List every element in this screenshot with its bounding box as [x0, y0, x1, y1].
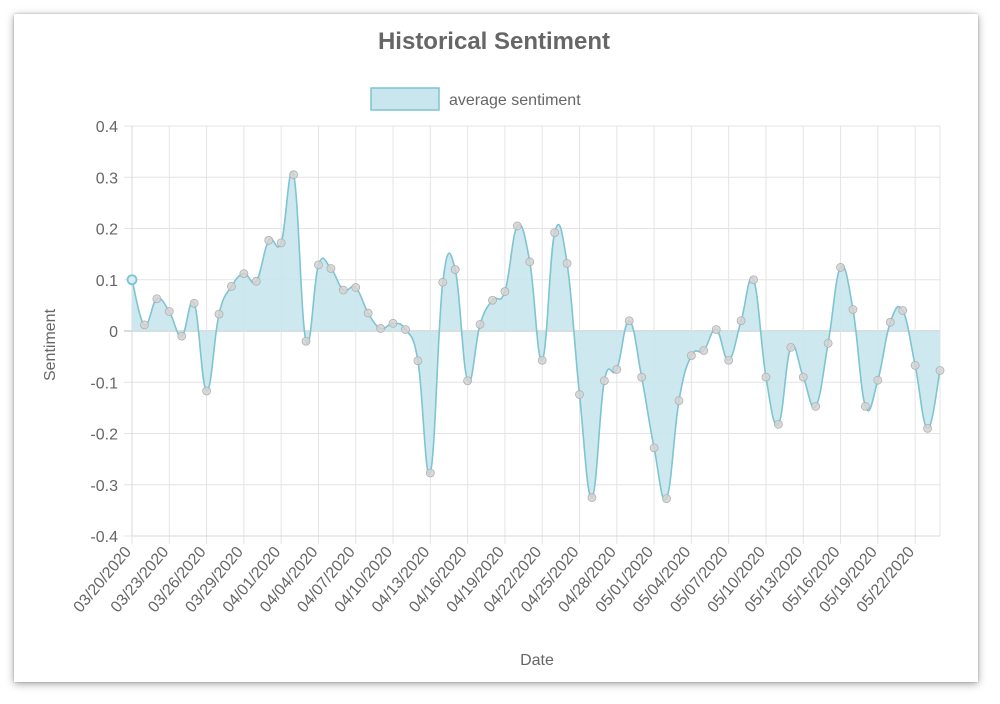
data-point[interactable]: [301, 336, 311, 346]
y-tick-label: 0.1: [96, 273, 118, 290]
data-point[interactable]: [363, 308, 373, 318]
y-tick-label: 0.2: [96, 222, 118, 239]
y-ticks: 0.4 0.3 0.2 0.1 0 -0.1 -0.2 -0.3 -0.4: [90, 119, 118, 546]
data-point[interactable]: [438, 277, 448, 287]
data-point[interactable]: [649, 443, 659, 453]
data-point[interactable]: [189, 298, 199, 308]
data-point[interactable]: [488, 295, 497, 305]
data-point[interactable]: [463, 376, 473, 386]
data-point[interactable]: [126, 274, 138, 286]
data-point[interactable]: [289, 170, 299, 180]
data-point[interactable]: [537, 355, 547, 365]
data-point[interactable]: [761, 372, 771, 382]
data-point[interactable]: [873, 375, 883, 385]
data-point[interactable]: [898, 306, 908, 315]
y-tick-label: -0.4: [90, 529, 118, 546]
y-tick-label: -0.2: [90, 427, 118, 444]
data-point[interactable]: [314, 260, 323, 270]
data-point[interactable]: [798, 372, 808, 382]
legend[interactable]: average sentiment: [370, 87, 581, 111]
data-point[interactable]: [202, 386, 211, 396]
data-point[interactable]: [251, 276, 261, 286]
chart-title: Historical Sentiment: [378, 28, 610, 55]
data-point[interactable]: [388, 318, 398, 328]
y-tick-label: 0: [109, 324, 118, 341]
data-point[interactable]: [338, 285, 348, 295]
data-point[interactable]: [227, 282, 236, 291]
data-point[interactable]: [512, 221, 522, 231]
data-point[interactable]: [239, 269, 249, 279]
data-point[interactable]: [401, 325, 410, 334]
data-point[interactable]: [177, 331, 187, 341]
y-tick-label: 0.4: [96, 119, 118, 136]
data-point[interactable]: [264, 235, 274, 245]
data-point[interactable]: [140, 320, 149, 330]
y-tick-label: 0.3: [96, 170, 118, 187]
data-point[interactable]: [699, 346, 709, 355]
legend-label: average sentiment: [449, 92, 581, 109]
data-point[interactable]: [575, 390, 584, 399]
series-area: [132, 171, 940, 501]
data-point[interactable]: [923, 423, 932, 433]
data-point[interactable]: [276, 238, 286, 248]
y-tick-label: -0.3: [90, 478, 118, 495]
data-point[interactable]: [935, 366, 945, 375]
data-point[interactable]: [711, 325, 721, 334]
chart-card: Historical Sentiment average sentiment 0…: [14, 14, 978, 682]
data-point[interactable]: [425, 468, 435, 478]
data-point[interactable]: [848, 305, 858, 314]
y-axis-title: Sentiment: [42, 308, 59, 381]
data-point[interactable]: [475, 319, 485, 329]
data-point[interactable]: [214, 309, 224, 319]
data-point[interactable]: [612, 365, 622, 374]
data-point[interactable]: [662, 494, 671, 503]
data-point[interactable]: [861, 401, 870, 411]
data-point[interactable]: [624, 316, 634, 326]
data-point[interactable]: [674, 396, 684, 406]
data-point[interactable]: [724, 355, 734, 365]
series-points: [126, 170, 945, 503]
data-point[interactable]: [326, 264, 336, 273]
data-point[interactable]: [599, 376, 609, 386]
data-point[interactable]: [749, 275, 758, 285]
data-point[interactable]: [550, 228, 560, 238]
data-point[interactable]: [164, 307, 174, 316]
x-axis-title: Date: [520, 652, 554, 669]
data-point[interactable]: [686, 351, 696, 361]
data-point[interactable]: [562, 258, 572, 268]
data-point[interactable]: [351, 283, 361, 292]
data-point[interactable]: [836, 263, 845, 272]
data-point[interactable]: [811, 401, 821, 411]
data-point[interactable]: [587, 493, 597, 502]
data-point[interactable]: [152, 294, 162, 304]
data-point[interactable]: [910, 360, 920, 370]
data-point[interactable]: [736, 316, 746, 326]
data-point[interactable]: [823, 338, 833, 348]
data-point[interactable]: [885, 317, 895, 327]
chart-svg: Historical Sentiment average sentiment 0…: [42, 28, 945, 669]
series-line: [131, 170, 941, 501]
data-point[interactable]: [525, 257, 535, 267]
data-point[interactable]: [637, 372, 647, 382]
data-point[interactable]: [413, 356, 423, 366]
data-point[interactable]: [774, 419, 783, 429]
data-point[interactable]: [786, 342, 796, 352]
x-ticks: 03/20/202003/23/202003/26/202003/29/2020…: [71, 544, 919, 616]
data-point[interactable]: [376, 324, 386, 333]
data-point[interactable]: [450, 265, 460, 274]
data-point[interactable]: [500, 287, 510, 296]
y-tick-label: -0.1: [90, 375, 118, 392]
legend-swatch: [370, 87, 440, 111]
